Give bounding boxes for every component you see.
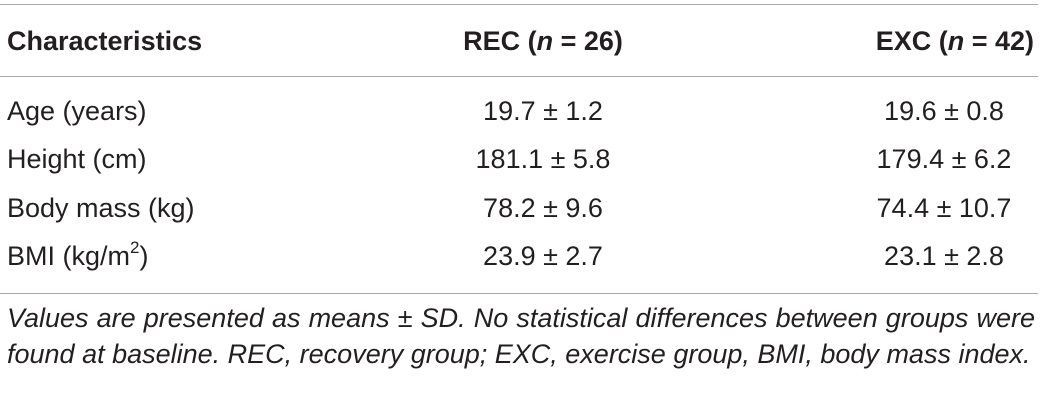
header-exc-label: EXC ( (875, 26, 948, 56)
row-height-label: Height (cm) (7, 144, 147, 174)
table-bottom-rule (0, 293, 1038, 294)
row-height-rec: 181.1 ± 5.8 (475, 144, 611, 174)
header-exc: EXC (n = 42) (876, 25, 1034, 57)
header-rec-label: REC ( (463, 26, 537, 56)
row-bmi-exc: 23.1 ± 2.8 (884, 241, 1004, 271)
row-bmi-label-text: BMI (kg/m (7, 241, 131, 271)
row-bmi-label: BMI (kg/m2) (7, 238, 149, 272)
row-bmi-label-sup: 2 (130, 238, 140, 257)
row-body-mass-label: Body mass (kg) (7, 193, 195, 223)
row-body-mass-exc: 74.4 ± 10.7 (876, 193, 1012, 223)
header-exc-count: = 42) (964, 26, 1034, 56)
header-rec-count: = 26) (553, 26, 623, 56)
table-top-rule (0, 4, 1038, 5)
header-exc-n: n (947, 26, 965, 56)
header-rec: REC (n = 26) (393, 25, 693, 57)
row-age-label: Age (years) (7, 96, 147, 126)
table-header-rule (0, 76, 1038, 77)
header-rec-n: n (536, 26, 554, 56)
row-bmi-label-end: ) (139, 241, 149, 271)
row-age-exc: 19.6 ± 0.8 (884, 96, 1004, 126)
row-age-rec: 19.7 ± 1.2 (483, 96, 603, 126)
row-height-exc: 179.4 ± 6.2 (876, 144, 1012, 174)
table-footnote: Values are presented as means ± SD. No s… (7, 303, 1035, 369)
row-body-mass-rec: 78.2 ± 9.6 (483, 193, 603, 223)
header-characteristics: Characteristics (7, 26, 203, 56)
row-bmi-rec: 23.9 ± 2.7 (483, 241, 603, 271)
